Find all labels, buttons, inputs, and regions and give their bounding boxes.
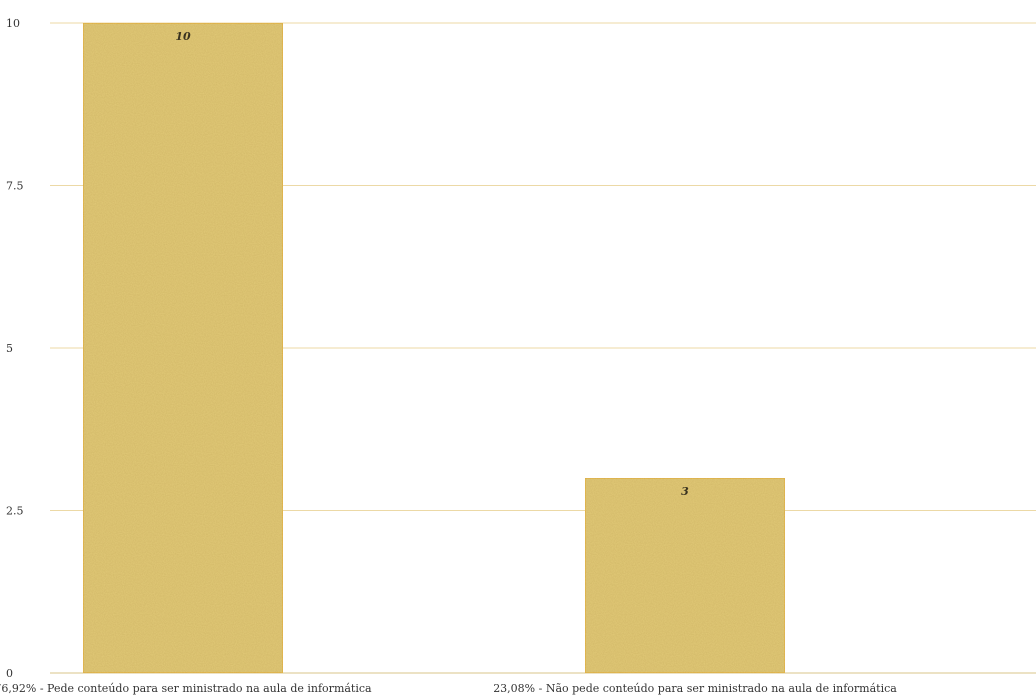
y-tick-label: 7.5 <box>6 180 24 193</box>
y-tick-label: 5 <box>6 342 13 355</box>
x-axis-category-labels: 76,92% - Pede conteúdo para ser ministra… <box>0 682 897 695</box>
x-category-label: 23,08% - Não pede conteúdo para ser mini… <box>493 682 897 695</box>
x-category-label: 76,92% - Pede conteúdo para ser ministra… <box>0 682 372 695</box>
bar-value-label: 3 <box>681 485 689 498</box>
bar <box>82 22 284 674</box>
y-tick-label: 10 <box>6 17 20 30</box>
y-axis-ticks: 0 2.5 5 7.5 10 <box>6 17 24 680</box>
y-tick-label: 2.5 <box>6 505 24 518</box>
y-tick-label: 0 <box>6 667 13 680</box>
bars <box>82 22 786 674</box>
data-labels: 10 3 <box>175 30 689 498</box>
bar-value-label: 10 <box>175 30 191 43</box>
bar <box>584 477 786 674</box>
